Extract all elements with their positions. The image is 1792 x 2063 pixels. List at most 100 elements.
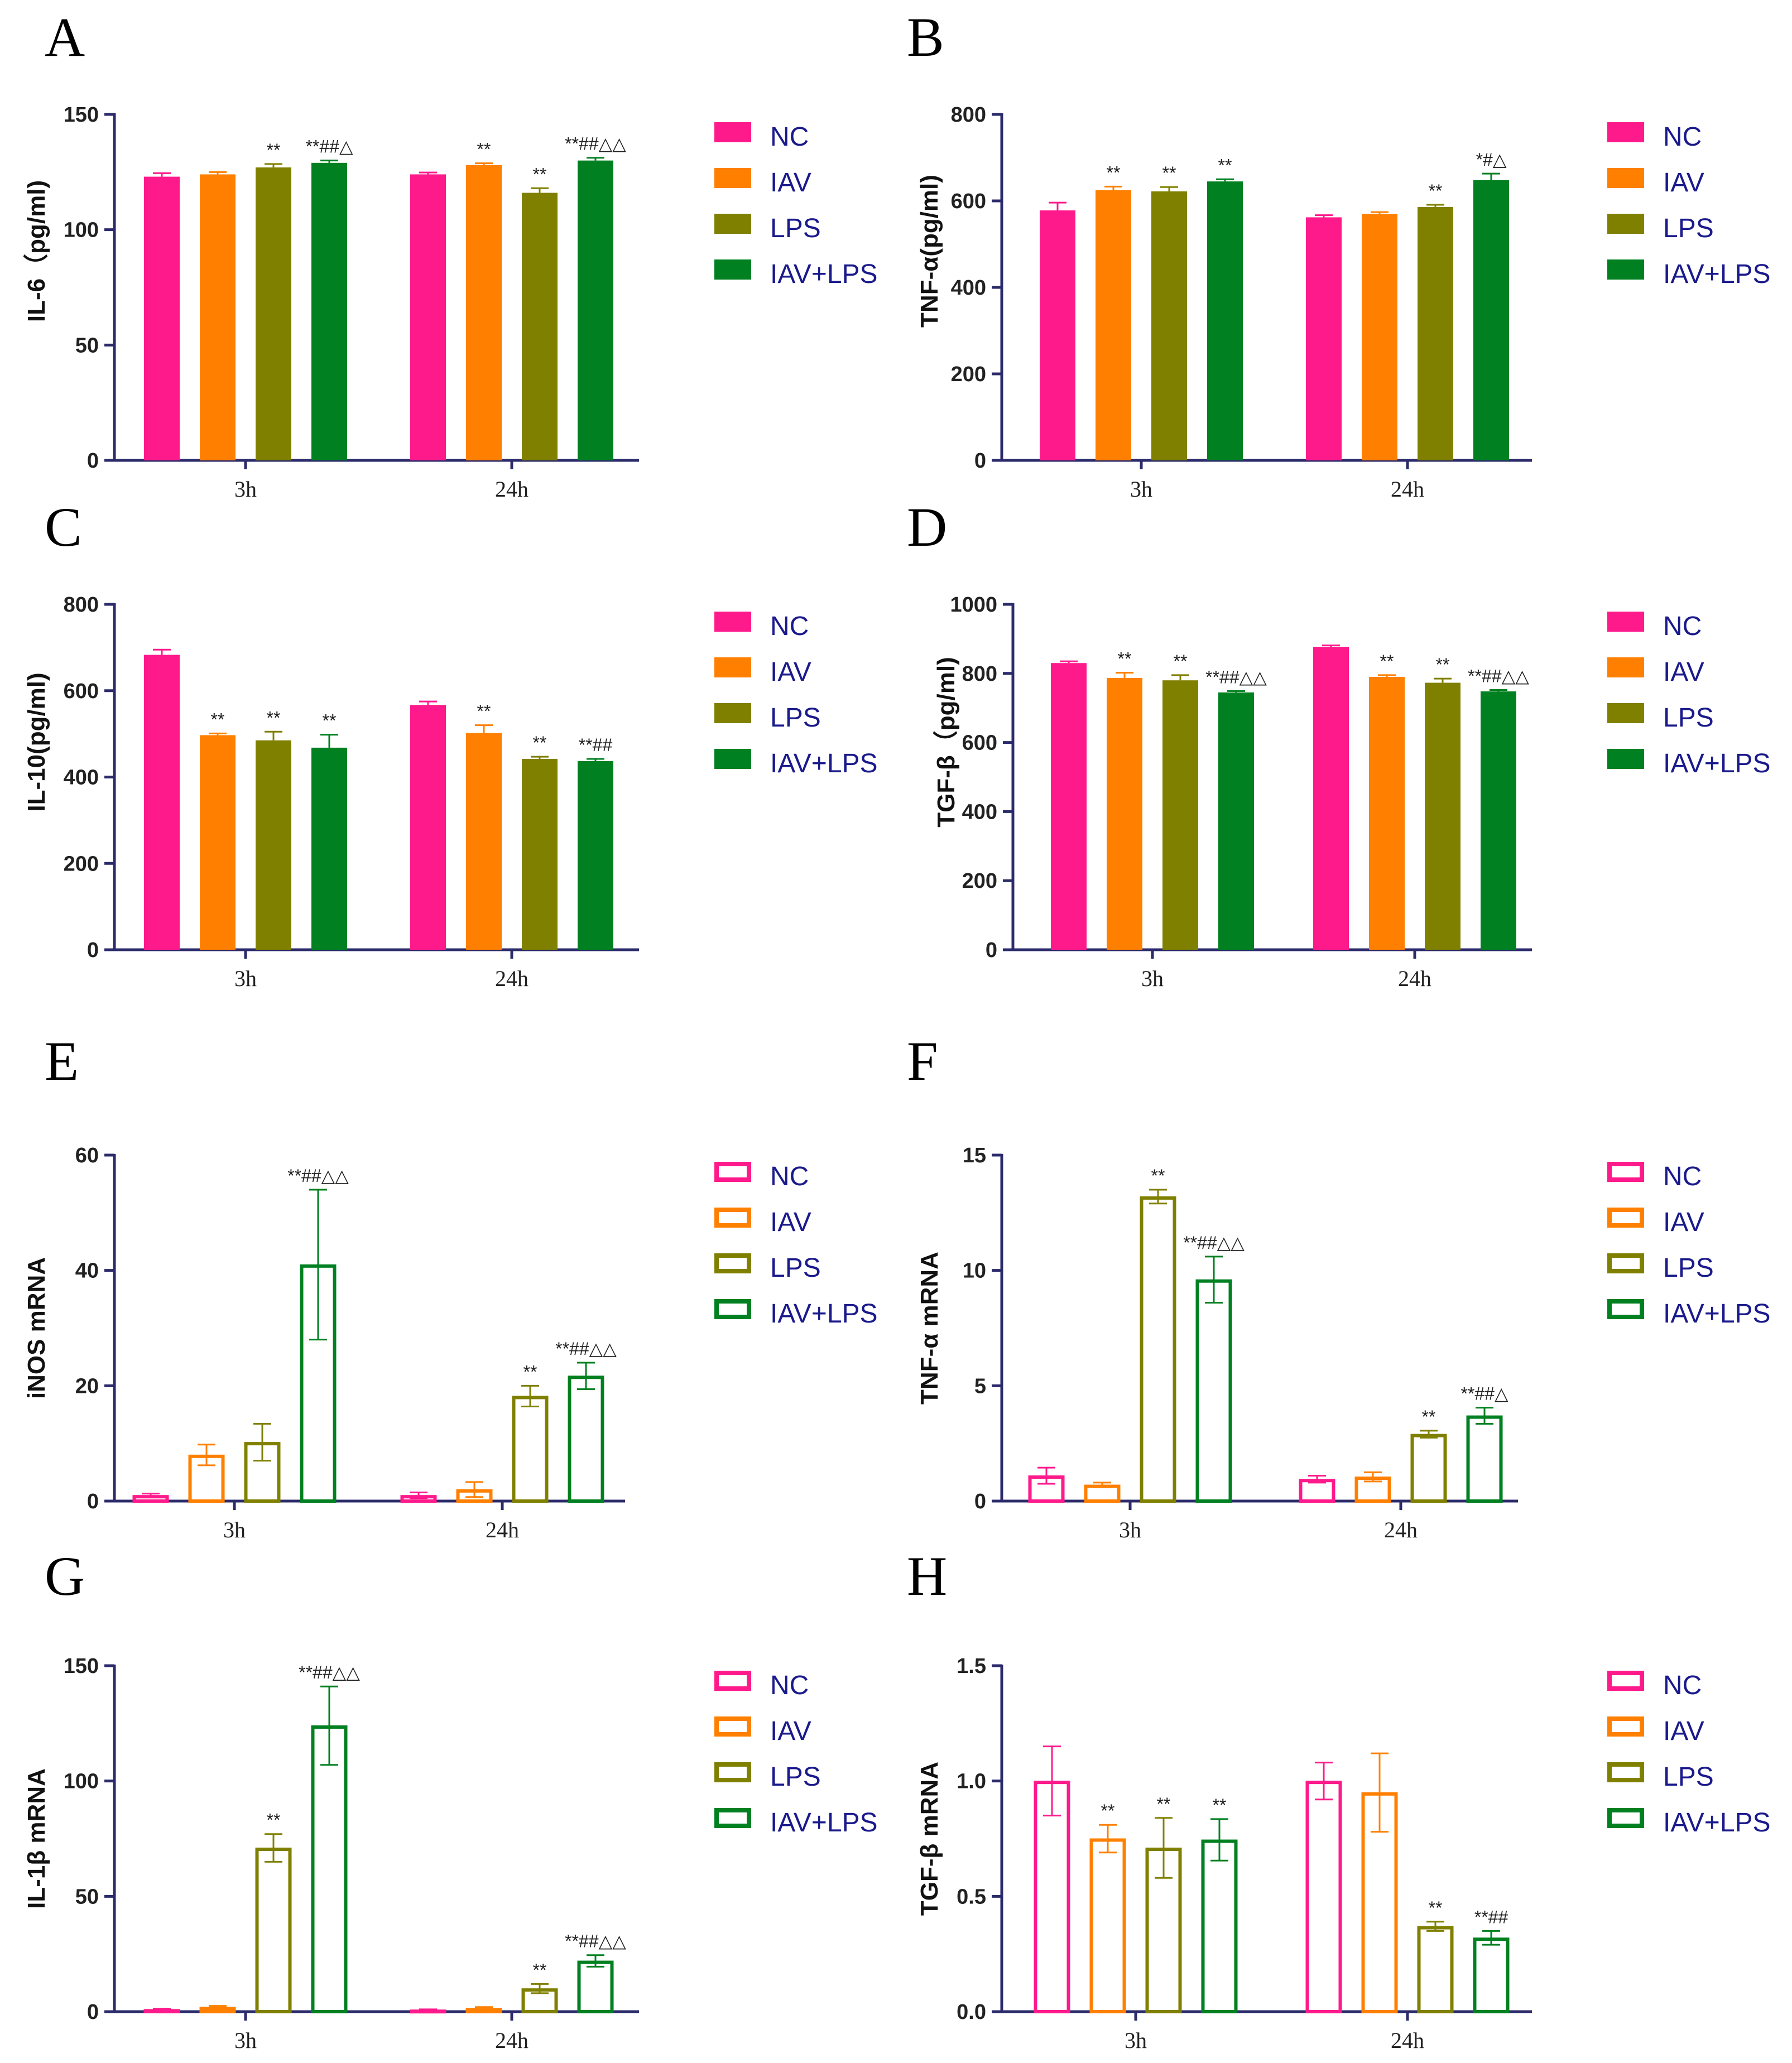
legend-swatch [1607, 214, 1644, 234]
error-bar [209, 2005, 227, 2009]
bar [255, 1848, 292, 2014]
legend-swatch [1607, 1671, 1644, 1691]
legend-label: LPS [1663, 703, 1714, 733]
legend-swatch [1607, 1808, 1644, 1828]
error-bar [475, 2006, 493, 2011]
y-tick-label: 200 [962, 869, 997, 893]
error-bar [531, 756, 549, 759]
y-tick-label: 200 [951, 363, 986, 386]
bar [512, 1396, 549, 1503]
panel-letter: G [45, 1545, 85, 1607]
significance-label: ** [267, 1810, 281, 1830]
bar [466, 733, 502, 950]
significance-label: ** [1101, 1801, 1115, 1821]
y-tick-label: 800 [951, 103, 986, 127]
x-tick-label: 24h [495, 2028, 529, 2053]
significance-label: **##△ [305, 137, 353, 157]
error-bar [198, 1444, 215, 1466]
x-tick-label: 24h [1391, 477, 1424, 502]
error-bar [1420, 1430, 1438, 1439]
error-bar [265, 730, 282, 740]
y-tick-label: 100 [64, 1770, 99, 1793]
legend-label: NC [1663, 1162, 1702, 1191]
bar [410, 174, 446, 460]
legend-swatch [1607, 703, 1644, 723]
legend-swatch [1607, 1253, 1644, 1273]
legend-label: IAV+LPS [1663, 259, 1771, 289]
x-tick-label: 3h [1125, 2028, 1147, 2053]
legend-swatch [714, 1671, 751, 1691]
legend-swatch [1607, 168, 1644, 188]
error-bar [1482, 172, 1500, 180]
legend-label: IAV+LPS [1663, 749, 1771, 778]
legend-swatch [714, 1253, 751, 1273]
error-bar [1210, 1818, 1228, 1862]
legend-swatch [714, 657, 751, 677]
significance-label: **##△△ [1468, 666, 1529, 686]
y-axis-title: IL-10(pg/ml) [23, 672, 50, 811]
legend-label: IAV [770, 657, 811, 687]
legend-swatch [1607, 612, 1644, 632]
legend: NC IAV LPS IAV+LPS [1607, 1671, 1771, 1838]
x-tick-label: 24h [495, 966, 529, 991]
bar [568, 1376, 604, 1503]
legend-swatch [714, 1716, 751, 1737]
bar [1481, 691, 1516, 950]
legend-label: NC [770, 1162, 809, 1191]
panel-E: E 0 20 40 60 iNOS mRNA 3h **##△△ 24h ** **##△△ NC IA… [23, 1030, 878, 1542]
panel-letter: H [907, 1545, 947, 1607]
y-tick-label: 200 [64, 852, 99, 876]
y-axis-title: IL-1β mRNA [23, 1768, 50, 1909]
error-bar [1160, 186, 1178, 191]
panel-letter: B [907, 6, 944, 68]
significance-label: ** [1162, 163, 1176, 183]
error-bar [1364, 1471, 1382, 1483]
legend-label: LPS [1663, 1762, 1714, 1792]
significance-label: ** [477, 140, 491, 160]
bar [256, 167, 291, 461]
bar [1473, 180, 1509, 460]
significance-label: ** [533, 164, 547, 184]
legend-swatch [1607, 1762, 1644, 1782]
legend-swatch [714, 1208, 751, 1228]
y-axis-title: TGF-β mRNA [916, 1762, 943, 1916]
error-bar [320, 160, 338, 163]
bar [200, 735, 236, 950]
legend-label: LPS [1663, 1253, 1714, 1283]
error-bar [265, 1833, 282, 1863]
panel-G: G 0 50 100 150 IL-1β mRNA 3h ** **##△△ 24h ** **##△… [23, 1545, 878, 2053]
y-tick-label: 50 [75, 334, 99, 357]
error-bar [475, 724, 493, 733]
y-tick-label: 0 [974, 449, 986, 473]
error-bar [531, 187, 549, 193]
significance-label: ** [1157, 1794, 1171, 1814]
bar [1096, 190, 1131, 460]
error-bar [531, 1983, 549, 1994]
bar [522, 193, 558, 460]
panel-F: F 0 5 10 15 TNF-α mRNA 3h ** **##△△ 24h ** **##△ NC I… [907, 1030, 1771, 1542]
legend-swatch [1607, 1716, 1644, 1737]
error-bar [1322, 645, 1340, 647]
error-bar [521, 1384, 539, 1408]
legend-label: IAV+LPS [770, 259, 878, 289]
y-tick-label: 15 [963, 1144, 986, 1167]
legend-label: NC [1663, 1671, 1702, 1700]
legend-swatch [714, 214, 751, 234]
legend-label: LPS [770, 703, 821, 733]
y-tick-label: 0.5 [957, 1885, 986, 1908]
error-bar [1227, 690, 1245, 693]
legend-label: IAV [1663, 1208, 1704, 1237]
error-bar [1216, 178, 1234, 182]
y-tick-label: 0 [986, 939, 997, 962]
panel-letter: E [45, 1030, 79, 1092]
error-bar [1155, 1817, 1173, 1879]
legend-label: NC [1663, 122, 1702, 152]
y-tick-label: 0.0 [957, 2001, 986, 2024]
error-bar [320, 1685, 338, 1766]
y-tick-label: 10 [963, 1259, 986, 1283]
error-bar [1434, 677, 1452, 683]
panel-letter: F [907, 1030, 938, 1092]
bar [1299, 1479, 1335, 1503]
error-bar [1315, 214, 1333, 218]
bar [1417, 1926, 1454, 2013]
